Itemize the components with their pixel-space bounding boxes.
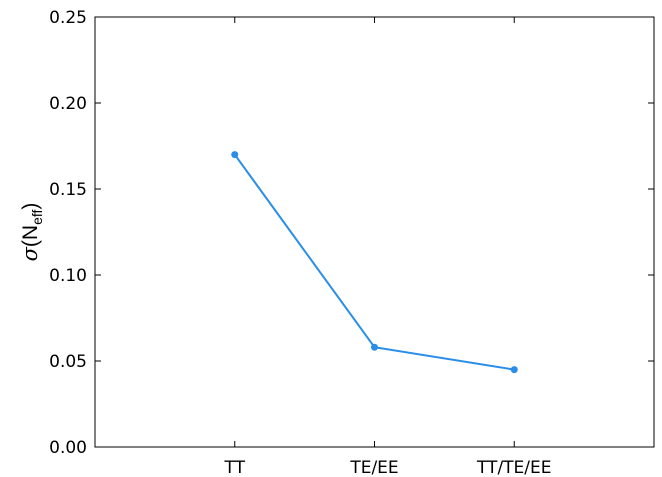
y-tick-label: 0.25: [49, 8, 87, 28]
data-point: [371, 343, 378, 351]
y-axis-label-close: ): [19, 203, 42, 210]
y-tick-label: 0.00: [49, 438, 87, 458]
y-axis-label-open: (N: [19, 225, 42, 247]
data-point: [510, 366, 518, 374]
series-group: [231, 151, 518, 374]
x-tick-label: TT/TE/EE: [476, 458, 552, 477]
y-axis-label-subscript: eff: [29, 209, 45, 224]
plot-frame: [94, 16, 655, 448]
x-axis: TT TE/EE TT/TE/EE: [224, 17, 552, 477]
data-point: [231, 151, 239, 159]
x-tick-label: TT: [224, 458, 246, 477]
y-tick-label: 0.20: [49, 94, 87, 114]
y-tick-label: 0.10: [49, 266, 87, 286]
y-axis-label-symbol: σ: [18, 246, 42, 261]
y-axis-label: σ(Neff): [18, 203, 45, 262]
x-tick-label: TE/EE: [349, 458, 398, 477]
y-tick-label: 0.15: [49, 180, 87, 200]
y-tick-label: 0.05: [49, 352, 87, 372]
y-axis: 0.00 0.05 0.10 0.15 0.20 0.25: [49, 8, 654, 458]
series-line-0: [233, 154, 515, 371]
